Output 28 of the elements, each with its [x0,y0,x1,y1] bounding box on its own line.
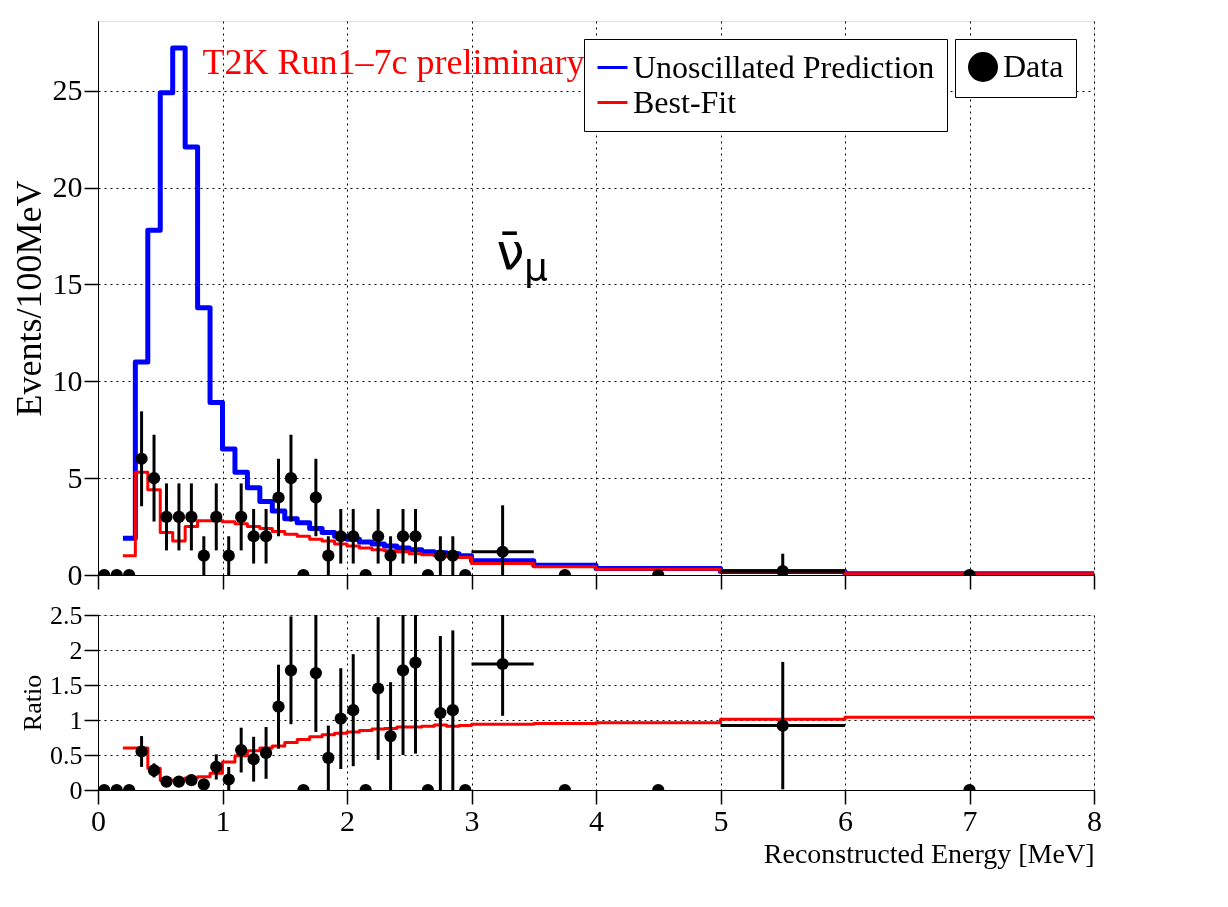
y-tick-label: 0 [67,557,83,591]
y-tick-label: 1 [69,705,83,735]
x-axis-title: Reconstructed Energy [MeV] [763,837,1095,869]
legend-label: Unoscillated Prediction [633,48,935,85]
y-axis-title: Ratio [18,674,47,732]
y-tick-label: 0.5 [50,740,83,770]
x-tick-label: 3 [464,803,480,837]
x-tick-label: 6 [838,803,853,837]
x-tick-label: 8 [1087,803,1102,837]
annotation: T2K Run1–7c preliminary [202,41,585,82]
y-axis-title: Events/100MeV [8,180,49,417]
legend-label: Data [1003,48,1064,84]
y-tick-label: 10 [52,363,83,397]
legend-label: Best-Fit [633,83,737,120]
x-tick-label: 0 [91,803,106,837]
y-tick-label: 2.5 [50,600,83,630]
y-tick-label: 2 [69,635,83,665]
x-tick-label: 5 [713,803,729,837]
y-tick-label: 0 [69,775,83,805]
x-tick-label: 1 [215,803,231,837]
y-tick-label: 15 [52,266,83,300]
y-tick-label: 1.5 [50,670,83,700]
y-tick-label: 20 [52,170,83,204]
x-tick-label: 2 [340,803,355,837]
x-tick-label: 7 [962,803,978,837]
x-tick-label: 4 [589,803,604,837]
y-tick-label: 25 [52,73,83,107]
y-tick-label: 5 [67,460,83,494]
